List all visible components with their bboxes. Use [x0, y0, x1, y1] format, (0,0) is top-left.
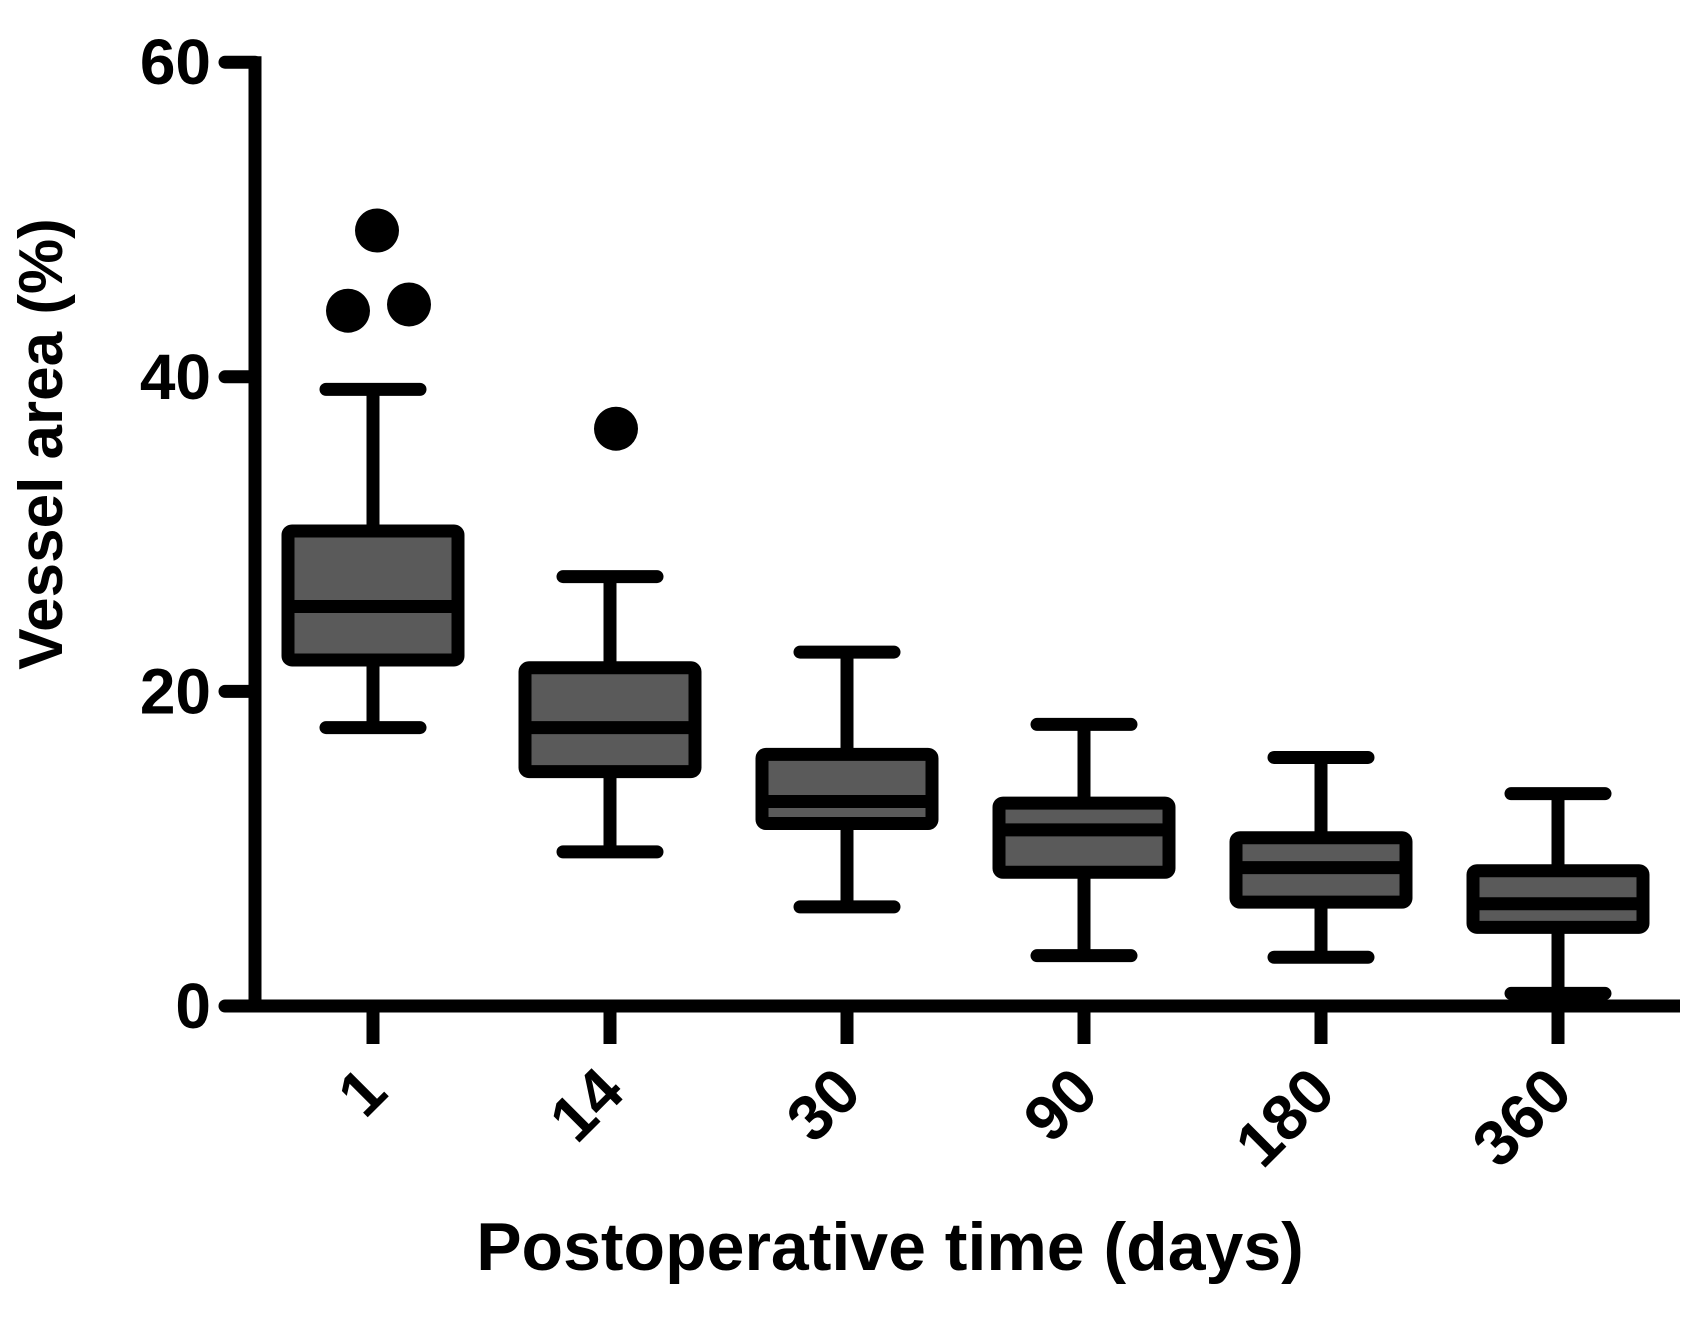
- y-tick-label: 60: [140, 26, 211, 98]
- outlier-dot: [326, 288, 370, 333]
- boxplot-group-day-360: [1466, 787, 1650, 1000]
- x-tick-label: 90: [1010, 1054, 1111, 1155]
- x-tick-label: 360: [1458, 1054, 1584, 1180]
- iqr-box: [992, 796, 1176, 879]
- plot-area: 0 20 40 60 1 14 30 90 180 360: [140, 26, 1680, 1180]
- outlier-dot: [355, 208, 399, 253]
- boxplot-group-day-14: [518, 406, 702, 859]
- iqr-box: [518, 661, 702, 779]
- x-axis-title: Postoperative time (days): [476, 1209, 1304, 1285]
- y-tick-label: 0: [175, 970, 211, 1042]
- x-tick-label: 14: [536, 1054, 638, 1156]
- x-tick-label: 180: [1221, 1054, 1347, 1180]
- y-tick-label: 20: [140, 655, 211, 727]
- y-axis-title: Vessel area (%): [7, 218, 76, 670]
- x-tick-label: 30: [773, 1054, 874, 1155]
- iqr-box: [281, 524, 465, 667]
- outlier-dot: [387, 282, 431, 327]
- boxplot-group-day-1: [281, 208, 465, 735]
- iqr-box: [755, 747, 939, 831]
- x-tick-label: 1: [324, 1054, 400, 1130]
- boxplot-group-day-30: [755, 645, 939, 914]
- boxplot-group-day-180: [1229, 750, 1413, 964]
- boxplot-group-day-90: [992, 717, 1176, 963]
- y-tick-label: 40: [140, 341, 211, 413]
- outlier-dot: [594, 406, 638, 451]
